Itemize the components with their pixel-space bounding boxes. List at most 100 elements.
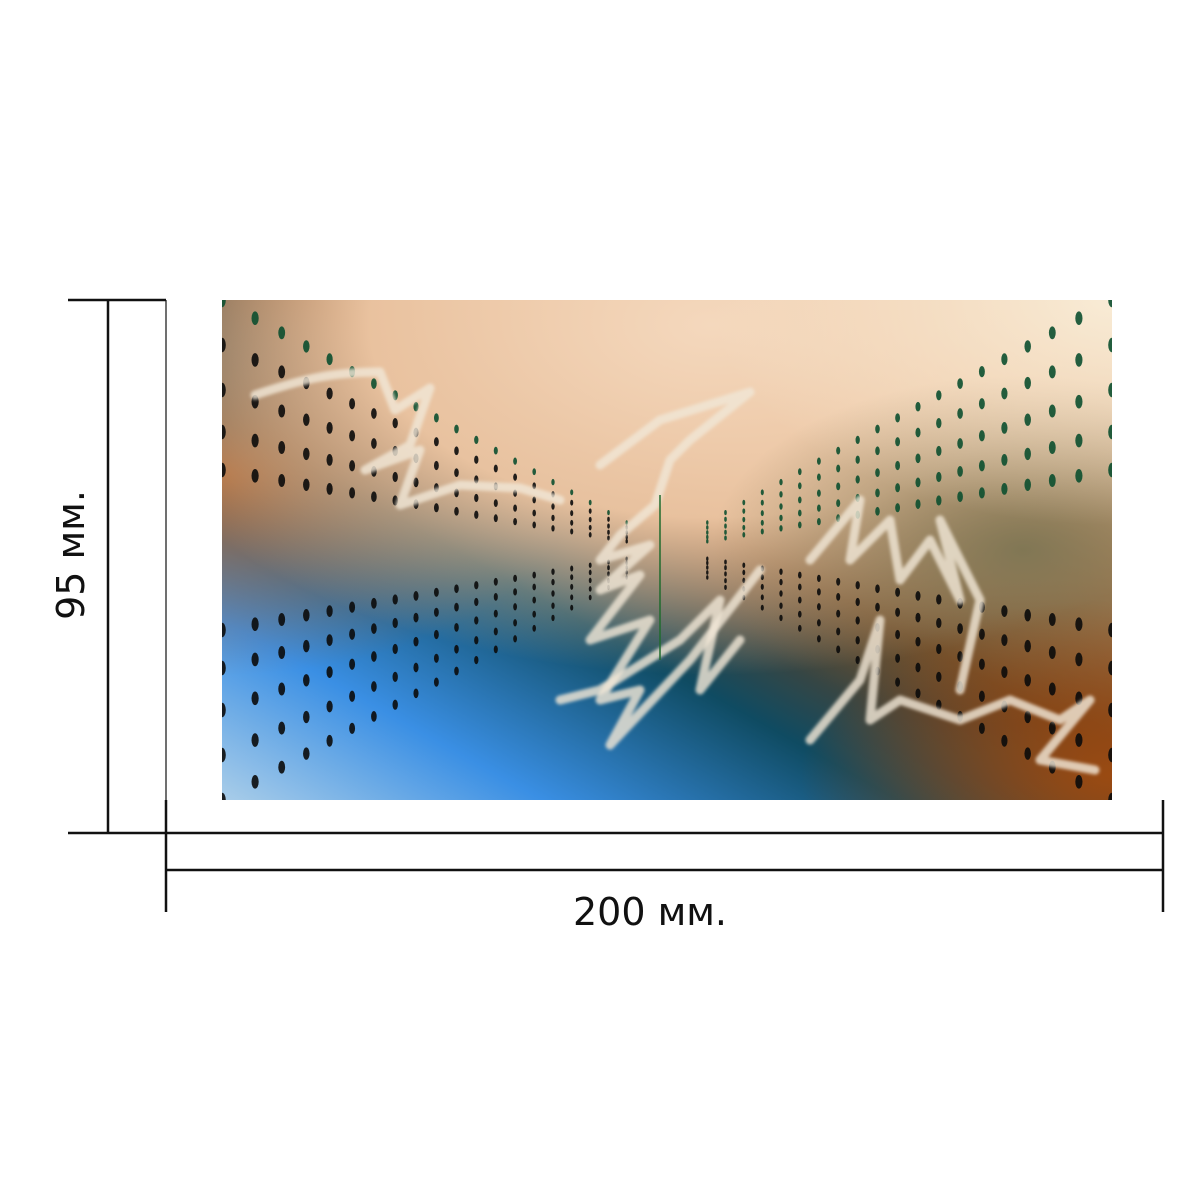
pattern-dot xyxy=(392,643,398,655)
pattern-dot xyxy=(303,674,310,687)
pattern-dot xyxy=(392,471,398,483)
pattern-dot xyxy=(978,658,985,670)
pattern-dot xyxy=(936,390,942,401)
pattern-dot xyxy=(474,597,479,607)
pattern-dot xyxy=(1048,646,1056,659)
pattern-dot xyxy=(936,643,942,655)
pattern-dot xyxy=(513,504,518,512)
pattern-dot xyxy=(915,453,921,464)
pattern-dot xyxy=(706,525,709,530)
pattern-dot xyxy=(303,609,310,622)
pattern-dot xyxy=(779,578,783,586)
pattern-dot xyxy=(915,477,921,488)
pattern-dot xyxy=(855,475,860,484)
pattern-dot xyxy=(454,424,459,434)
pattern-dot xyxy=(957,378,963,389)
pattern-dot xyxy=(303,413,310,426)
pattern-dot xyxy=(349,690,356,702)
pattern-dot xyxy=(1001,483,1008,495)
pattern-dot xyxy=(433,629,439,640)
pattern-dot xyxy=(349,460,356,472)
pattern-dot xyxy=(278,474,286,487)
pattern-dot xyxy=(816,504,821,512)
pattern-dot xyxy=(816,457,821,465)
pattern-dot xyxy=(433,607,439,617)
pattern-dot xyxy=(936,699,942,710)
pattern-dot xyxy=(454,644,459,654)
pattern-dot xyxy=(1075,469,1083,483)
pattern-dot xyxy=(413,636,419,647)
pattern-dot xyxy=(278,682,286,696)
pattern-dot xyxy=(588,508,592,514)
pattern-dot xyxy=(1024,447,1031,461)
pattern-dot xyxy=(760,499,764,506)
pattern-dot xyxy=(433,460,439,471)
pattern-dot xyxy=(798,509,802,517)
pattern-dot xyxy=(798,571,802,579)
pattern-dot xyxy=(251,311,259,326)
pattern-dot xyxy=(326,734,333,747)
pattern-dot xyxy=(454,623,459,632)
pattern-dot xyxy=(278,326,286,340)
pattern-dot xyxy=(706,530,709,535)
pattern-dot xyxy=(474,510,479,519)
pattern-dot xyxy=(816,517,821,526)
pattern-dot xyxy=(915,636,921,647)
pattern-dot xyxy=(349,398,356,410)
pattern-dot xyxy=(570,574,574,581)
pattern-dot xyxy=(349,722,356,735)
pattern-dot xyxy=(607,529,610,535)
pattern-dot xyxy=(588,577,592,584)
pattern-dot xyxy=(413,662,419,673)
pattern-dot xyxy=(413,591,419,601)
pattern-dot xyxy=(532,596,536,604)
pattern-dot xyxy=(936,417,942,429)
pattern-dot xyxy=(1108,462,1112,478)
pattern-dot xyxy=(625,538,628,544)
pattern-dot xyxy=(816,574,821,583)
pattern-dot xyxy=(433,587,439,597)
pattern-dot xyxy=(895,629,901,640)
pattern-dot xyxy=(742,508,746,514)
pattern-dot xyxy=(936,617,942,629)
pattern-dot xyxy=(303,447,310,461)
pattern-dot xyxy=(957,623,963,634)
pattern-dot xyxy=(895,503,901,513)
pattern-dot xyxy=(433,437,439,447)
pattern-dot xyxy=(1108,747,1112,763)
pattern-dot xyxy=(222,382,226,398)
pattern-dot xyxy=(875,506,880,516)
pattern-dot xyxy=(779,514,783,522)
pattern-dot xyxy=(251,652,259,667)
pattern-dot xyxy=(392,417,398,429)
pattern-dot xyxy=(1075,617,1083,631)
pattern-dot xyxy=(742,577,746,584)
pattern-dot xyxy=(1001,387,1008,400)
pattern-dot xyxy=(875,424,880,434)
pattern-dot xyxy=(588,499,592,506)
pattern-dot xyxy=(607,565,610,571)
pattern-dot xyxy=(1075,733,1083,747)
pattern-dot xyxy=(349,628,356,640)
pattern-dot xyxy=(724,559,727,565)
pattern-dot xyxy=(798,610,802,618)
pattern-dot xyxy=(895,607,901,617)
pattern-dot xyxy=(222,660,226,676)
pattern-dot xyxy=(532,521,536,529)
pattern-dot xyxy=(724,565,727,571)
pattern-dot xyxy=(895,653,901,663)
pattern-dot xyxy=(607,535,610,541)
pattern-dot xyxy=(798,596,802,604)
pattern-dot xyxy=(706,534,709,540)
pattern-dot xyxy=(493,627,498,636)
pattern-dot xyxy=(1108,424,1112,440)
pattern-dot xyxy=(493,645,498,654)
pattern-dot xyxy=(855,581,860,590)
pattern-dot xyxy=(588,532,592,538)
pattern-dot xyxy=(513,588,518,596)
artwork-print xyxy=(222,300,1112,800)
pattern-dot xyxy=(326,422,333,434)
pattern-dot xyxy=(936,445,942,457)
pattern-dot xyxy=(222,747,226,763)
